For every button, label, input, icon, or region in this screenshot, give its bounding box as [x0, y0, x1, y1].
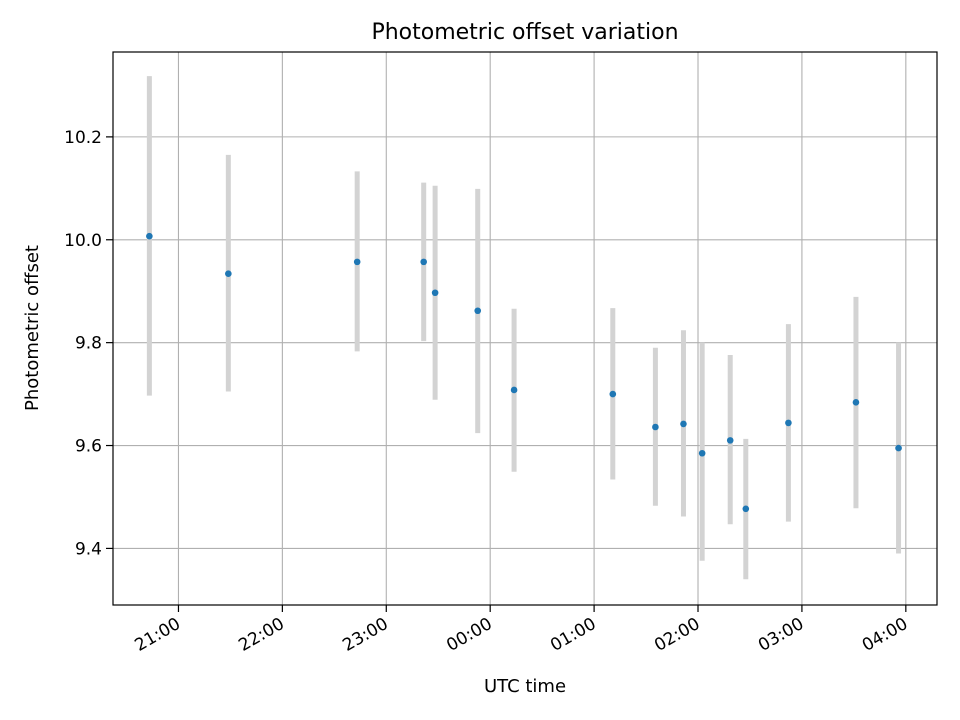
data-point	[895, 444, 902, 452]
y-tick-label: 9.8	[75, 334, 102, 354]
data-point	[680, 420, 687, 428]
y-tick-label: 9.4	[75, 539, 102, 559]
x-tick-label: 23:00	[339, 614, 391, 656]
data-point	[146, 232, 153, 240]
data-point	[726, 437, 734, 444]
x-axis-label: UTC time	[484, 676, 566, 697]
y-tick-label: 9.6	[75, 437, 102, 457]
data-point	[474, 307, 482, 315]
errorbar-layer	[146, 76, 902, 580]
plot-frame	[112, 51, 938, 606]
data-point	[609, 390, 617, 398]
data-point	[510, 386, 518, 394]
data-point	[353, 258, 361, 266]
y-tick-label: 10.2	[64, 128, 102, 148]
y-axis-label: Photometric offset	[22, 245, 43, 411]
x-tick-label: 04:00	[859, 614, 911, 656]
x-tick-label: 03:00	[755, 614, 807, 656]
data-point	[742, 505, 750, 513]
data-point	[698, 449, 706, 457]
data-point	[225, 270, 232, 278]
x-tick-label: 01:00	[547, 614, 599, 656]
data-point	[420, 258, 427, 266]
data-point	[852, 399, 860, 406]
data-point	[785, 419, 792, 427]
x-tick-label: 02:00	[651, 614, 703, 656]
x-tick-label: 22:00	[235, 614, 287, 656]
point-layer	[146, 232, 902, 513]
x-tick-label: 21:00	[132, 614, 184, 656]
chart-title: Photometric offset variation	[371, 20, 678, 45]
x-tick-label: 00:00	[443, 614, 495, 656]
data-point	[431, 289, 439, 297]
y-tick-label: 10.0	[64, 231, 102, 251]
tick-layer: 21:00 22:00 23:00 00:00 01:00 02:00 03:00 04:00…	[64, 128, 911, 656]
grid-layer	[113, 52, 937, 605]
data-point	[652, 423, 659, 431]
